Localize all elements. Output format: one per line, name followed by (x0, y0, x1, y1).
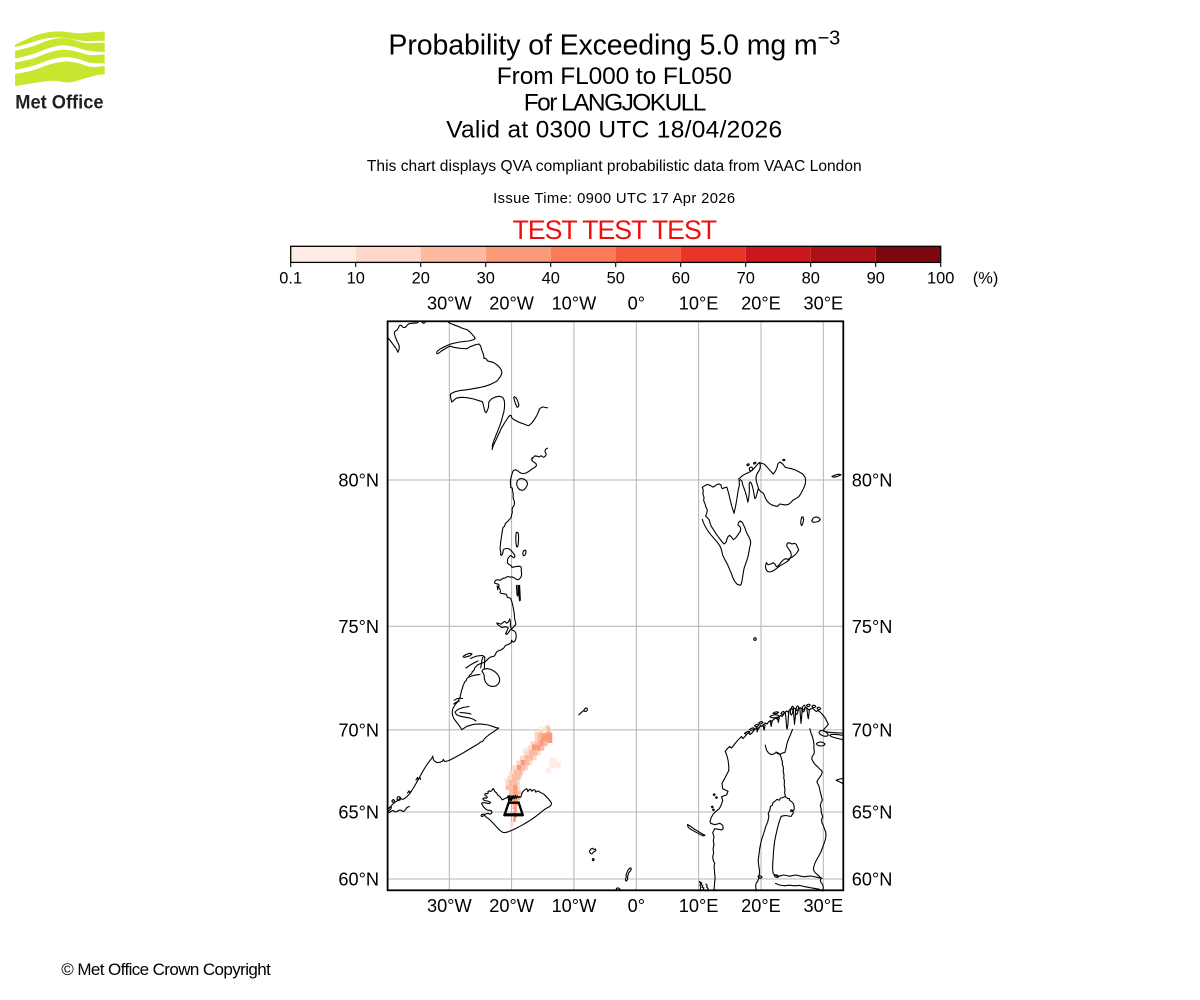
svg-text:30°E: 30°E (803, 294, 843, 314)
svg-text:20°E: 20°E (741, 294, 781, 314)
svg-text:10°W: 10°W (552, 294, 598, 314)
svg-text:Valid at 0300 UTC 18/04/2026: Valid at 0300 UTC 18/04/2026 (446, 116, 782, 143)
svg-text:0.1: 0.1 (279, 269, 302, 287)
svg-text:30°W: 30°W (427, 294, 473, 314)
svg-text:60°N: 60°N (852, 870, 893, 890)
svg-text:30°W: 30°W (427, 896, 473, 916)
svg-text:For LANGJOKULL: For LANGJOKULL (524, 89, 706, 116)
svg-text:70°N: 70°N (852, 720, 893, 740)
svg-text:10°W: 10°W (552, 896, 598, 916)
svg-text:10: 10 (347, 269, 365, 287)
svg-text:100: 100 (927, 269, 954, 287)
svg-text:Met Office: Met Office (15, 92, 103, 114)
svg-text:80°N: 80°N (852, 471, 893, 491)
svg-text:10°E: 10°E (679, 896, 719, 916)
svg-text:20°E: 20°E (741, 896, 781, 916)
svg-text:Issue Time: 0900 UTC 17 Apr 20: Issue Time: 0900 UTC 17 Apr 2026 (493, 191, 735, 207)
svg-text:20°W: 20°W (489, 896, 535, 916)
svg-text:From FL000 to FL050: From FL000 to FL050 (497, 63, 732, 90)
svg-text:0°: 0° (628, 294, 645, 314)
svg-text:80°N: 80°N (338, 471, 379, 491)
svg-text:75°N: 75°N (338, 617, 379, 637)
svg-text:0°: 0° (628, 896, 645, 916)
svg-text:20: 20 (412, 269, 430, 287)
svg-text:30°E: 30°E (803, 896, 843, 916)
svg-text:TEST TEST TEST: TEST TEST TEST (513, 215, 717, 245)
svg-text:This chart displays QVA compli: This chart displays QVA compliant probab… (367, 158, 862, 175)
svg-text:30: 30 (477, 269, 495, 287)
svg-text:75°N: 75°N (852, 617, 893, 637)
svg-text:(%): (%) (973, 269, 999, 287)
svg-text:50: 50 (607, 269, 625, 287)
svg-text:20°W: 20°W (489, 294, 535, 314)
svg-text:40: 40 (542, 269, 560, 287)
svg-text:Probability of Exceeding 5.0 m: Probability of Exceeding 5.0 mg m−3 (388, 28, 840, 62)
svg-text:65°N: 65°N (338, 803, 379, 823)
svg-text:65°N: 65°N (852, 803, 893, 823)
svg-text:60°N: 60°N (338, 870, 379, 890)
svg-text:70: 70 (737, 269, 755, 287)
svg-text:70°N: 70°N (338, 720, 379, 740)
svg-text:90: 90 (867, 269, 885, 287)
svg-text:© Met Office Crown Copyright: © Met Office Crown Copyright (61, 960, 271, 979)
svg-text:60: 60 (672, 269, 690, 287)
svg-text:10°E: 10°E (679, 294, 719, 314)
svg-text:80: 80 (802, 269, 820, 287)
